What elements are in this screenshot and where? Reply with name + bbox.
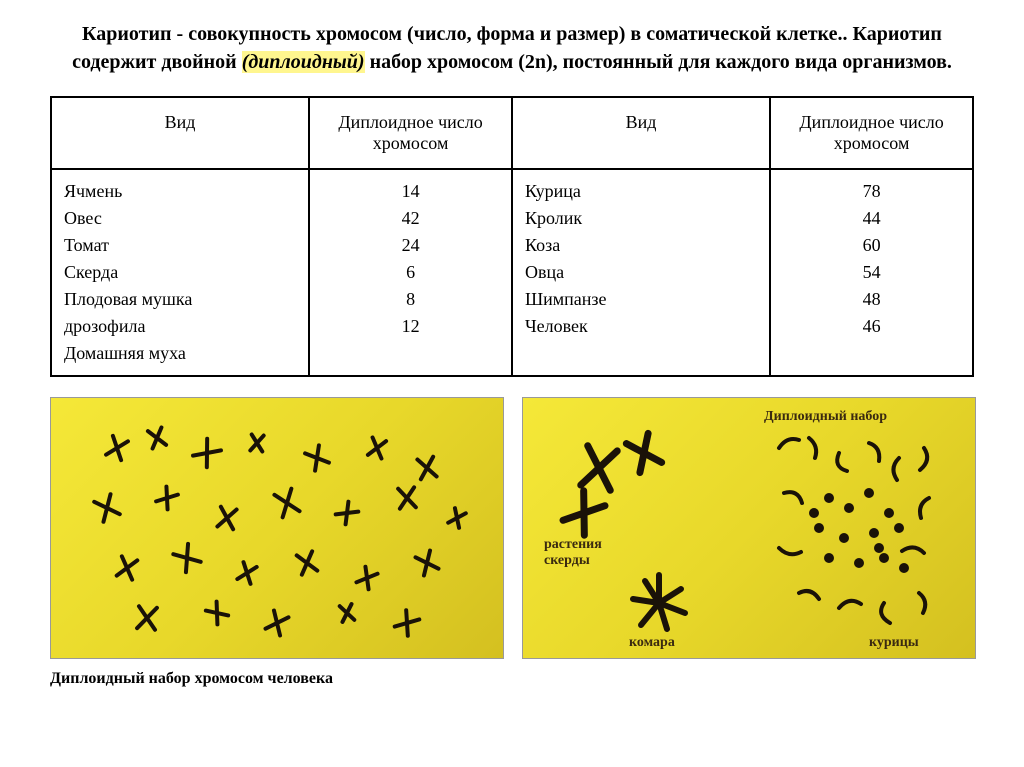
count-item: 54 xyxy=(783,259,960,286)
header-count-1: Диплоидное число хромосом xyxy=(309,97,512,169)
count-item: 48 xyxy=(783,286,960,313)
right-species-cell: Курица Кролик Коза Овца Шимпанзе Человек xyxy=(512,169,770,376)
figure-right: Диплоидный набор растенияскерды комара к… xyxy=(522,397,974,688)
count-item: 46 xyxy=(783,313,960,340)
figure-left-caption: Диплоидный набор хромосом человека xyxy=(50,670,502,688)
count-item: 6 xyxy=(322,259,499,286)
species-item: Кролик xyxy=(525,205,757,232)
title-highlight: (диплоидный) xyxy=(242,51,365,73)
species-karyotypes-image: Диплоидный набор растенияскерды комара к… xyxy=(522,397,976,659)
species-item: Шимпанзе xyxy=(525,286,757,313)
species-item: Томат xyxy=(64,232,296,259)
chromosome-table: Вид Диплоидное число хромосом Вид Диплои… xyxy=(50,96,974,377)
species-item: дрозофила xyxy=(64,313,296,340)
count-item: 78 xyxy=(783,178,960,205)
header-species-1: Вид xyxy=(51,97,309,169)
label-diploid: Диплоидный набор xyxy=(764,409,887,424)
title-text3: набор хромосом (2n), постоянный для кажд… xyxy=(365,51,952,73)
label-mosquito: комара xyxy=(629,635,675,650)
title-keyword: Кариотип xyxy=(82,23,172,45)
title-text1: - совокупность хромосом (число, форма и … xyxy=(172,23,843,45)
human-karyotype-image xyxy=(50,397,504,659)
count-item: 12 xyxy=(322,313,499,340)
right-counts-cell: 78 44 60 54 48 46 xyxy=(770,169,973,376)
count-item: 24 xyxy=(322,232,499,259)
header-species-2: Вид xyxy=(512,97,770,169)
species-item: Овес xyxy=(64,205,296,232)
species-item: Курица xyxy=(525,178,757,205)
figure-left: Диплоидный набор хромосом человека xyxy=(50,397,502,688)
species-item: Коза xyxy=(525,232,757,259)
label-plant: растенияскерды xyxy=(544,537,602,568)
figures-row: Диплоидный набор хромосом человека xyxy=(50,397,974,688)
count-item: 14 xyxy=(322,178,499,205)
species-item: Человек xyxy=(525,313,757,340)
left-species-cell: Ячмень Овес Томат Скерда Плодовая мушка … xyxy=(51,169,309,376)
count-item: 42 xyxy=(322,205,499,232)
species-item: Ячмень xyxy=(64,178,296,205)
species-item: Овца xyxy=(525,259,757,286)
left-counts-cell: 14 42 24 6 8 12 xyxy=(309,169,512,376)
species-item: Плодовая мушка xyxy=(64,286,296,313)
count-item: 8 xyxy=(322,286,499,313)
species-item: Домашняя муха xyxy=(64,340,296,367)
label-chicken: курицы xyxy=(869,635,919,650)
header-count-2: Диплоидное число хромосом xyxy=(770,97,973,169)
count-item: 60 xyxy=(783,232,960,259)
title-block: Кариотип - совокупность хромосом (число,… xyxy=(50,20,974,76)
count-item: 44 xyxy=(783,205,960,232)
species-item: Скерда xyxy=(64,259,296,286)
